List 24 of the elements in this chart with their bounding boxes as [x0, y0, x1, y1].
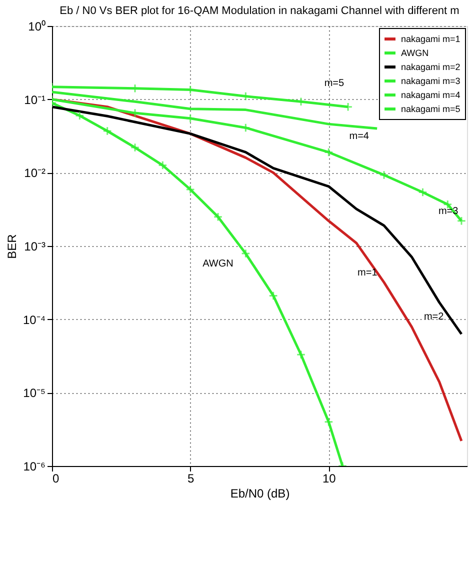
legend-label: nakagami m=1 — [401, 34, 460, 44]
annotation: AWGN — [202, 258, 234, 270]
y-tick-label: 10⁰ — [28, 20, 46, 34]
x-tick-label: 10 — [322, 472, 336, 486]
x-tick-label: 0 — [52, 472, 60, 486]
y-tick-label: 10⁻² — [24, 166, 46, 180]
annotation: m=4 — [349, 131, 370, 142]
x-tick-label: 5 — [187, 472, 194, 486]
y-tick-label: 10⁻⁶ — [23, 460, 46, 474]
legend-label: nakagami m=5 — [401, 104, 460, 114]
annotation: m=1 — [358, 267, 378, 278]
legend-label: nakagami m=3 — [401, 76, 460, 86]
y-tick-label: 10⁻³ — [24, 240, 46, 254]
legend-label: AWGN — [401, 48, 429, 58]
y-axis-title: BER — [4, 234, 19, 259]
chart-title: Eb / N0 Vs BER plot for 16-QAM Modulation in nakagami Channel with different m — [60, 5, 460, 17]
y-tick-label: 10⁻⁵ — [23, 386, 46, 400]
legend-label: nakagami m=2 — [401, 62, 460, 72]
annotation: m=2 — [424, 311, 444, 322]
y-tick-label: 10⁻⁴ — [22, 312, 46, 327]
annotation: m=5 — [324, 78, 345, 90]
x-axis-title: Eb/N0 (dB) — [230, 486, 290, 500]
legend-label: nakagami m=4 — [401, 90, 460, 100]
y-tick-label: 10⁻¹ — [24, 92, 46, 107]
